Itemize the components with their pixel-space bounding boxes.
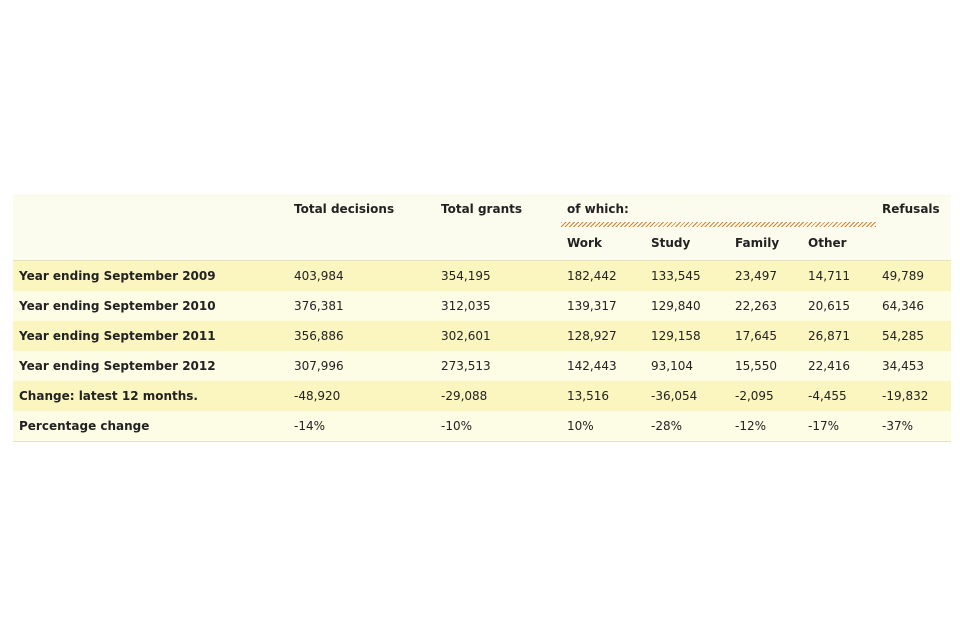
cell-work: 139,317 [567, 298, 617, 313]
table-body: Year ending September 2009 403,984 354,1… [13, 260, 952, 441]
cell-total-decisions: -48,920 [294, 388, 341, 403]
cell-other: -17% [808, 418, 840, 433]
cell-work: 182,442 [567, 268, 617, 283]
of-which-hatch-divider [561, 222, 877, 227]
cell-family: 15,550 [735, 358, 777, 373]
cell-other: -4,455 [808, 388, 847, 403]
cell-refusals: 54,285 [882, 328, 925, 343]
cell-refusals: 34,453 [882, 358, 925, 373]
cell-family: -12% [735, 418, 767, 433]
header-of-which-label: of which: [567, 202, 629, 216]
row-label: Year ending September 2011 [19, 328, 216, 343]
cell-study: 93,104 [651, 358, 693, 373]
row-label: Year ending September 2009 [19, 268, 216, 283]
cell-total-decisions: -14% [294, 418, 326, 433]
table-row: Year ending September 2012 307,996 273,5… [13, 350, 952, 381]
header-blank [13, 194, 288, 227]
cell-work: 128,927 [567, 328, 617, 343]
cell-total-grants: -29,088 [441, 388, 488, 403]
table-row: Year ending September 2011 356,886 302,6… [13, 320, 952, 351]
cell-study: -28% [651, 418, 683, 433]
cell-other: 14,711 [808, 268, 850, 283]
header-blank-sub [876, 227, 951, 260]
header-blank-sub [435, 227, 561, 260]
cell-total-decisions: 403,984 [294, 268, 344, 283]
header-work: Work [567, 236, 602, 250]
row-label: Percentage change [19, 418, 150, 433]
table-row: Year ending September 2009 403,984 354,1… [13, 260, 952, 291]
cell-total-decisions: 356,886 [294, 328, 344, 343]
header-row-top: Total decisions Total grants of which: R… [13, 194, 952, 227]
header-total-grants: Total grants [441, 202, 522, 216]
header-total-decisions: Total decisions [294, 202, 395, 216]
cell-study: 129,158 [651, 328, 701, 343]
decisions-table: Total decisions Total grants of which: R… [13, 194, 952, 442]
cell-family: -2,095 [735, 388, 774, 403]
decisions-table-container: Total decisions Total grants of which: R… [13, 194, 952, 442]
cell-work: 10% [567, 418, 594, 433]
table-row: Change: latest 12 months. -48,920 -29,08… [13, 380, 952, 411]
header-blank-sub [288, 227, 435, 260]
header-study: Study [651, 236, 691, 250]
cell-study: -36,054 [651, 388, 698, 403]
cell-family: 22,263 [735, 298, 777, 313]
cell-family: 17,645 [735, 328, 777, 343]
header-family: Family [735, 236, 780, 250]
cell-refusals: 49,789 [882, 268, 925, 283]
header-refusals: Refusals [882, 202, 940, 216]
cell-work: 13,516 [567, 388, 609, 403]
cell-total-grants: 354,195 [441, 268, 491, 283]
header-other: Other [808, 236, 847, 250]
cell-family: 23,497 [735, 268, 777, 283]
cell-total-decisions: 307,996 [294, 358, 344, 373]
cell-other: 26,871 [808, 328, 850, 343]
header-blank-sub [13, 227, 288, 260]
cell-total-grants: 273,513 [441, 358, 491, 373]
cell-work: 142,443 [567, 358, 617, 373]
cell-total-grants: 312,035 [441, 298, 491, 313]
cell-refusals: -37% [882, 418, 914, 433]
cell-total-grants: 302,601 [441, 328, 491, 343]
row-label: Year ending September 2012 [19, 358, 216, 373]
cell-total-grants: -10% [441, 418, 473, 433]
cell-study: 129,840 [651, 298, 701, 313]
row-label: Change: latest 12 months. [19, 388, 198, 403]
cell-refusals: 64,346 [882, 298, 925, 313]
header-row-sub: Work Study Family Other [13, 227, 952, 260]
table-header: Total decisions Total grants of which: R… [13, 194, 952, 260]
cell-other: 22,416 [808, 358, 850, 373]
cell-other: 20,615 [808, 298, 850, 313]
cell-refusals: -19,832 [882, 388, 929, 403]
table-row: Percentage change -14% -10% 10% -28% -12… [13, 410, 952, 441]
header-of-which: of which: [561, 194, 877, 227]
cell-total-decisions: 376,381 [294, 298, 344, 313]
cell-study: 133,545 [651, 268, 701, 283]
row-label: Year ending September 2010 [19, 298, 216, 313]
table-row: Year ending September 2010 376,381 312,0… [13, 290, 952, 321]
